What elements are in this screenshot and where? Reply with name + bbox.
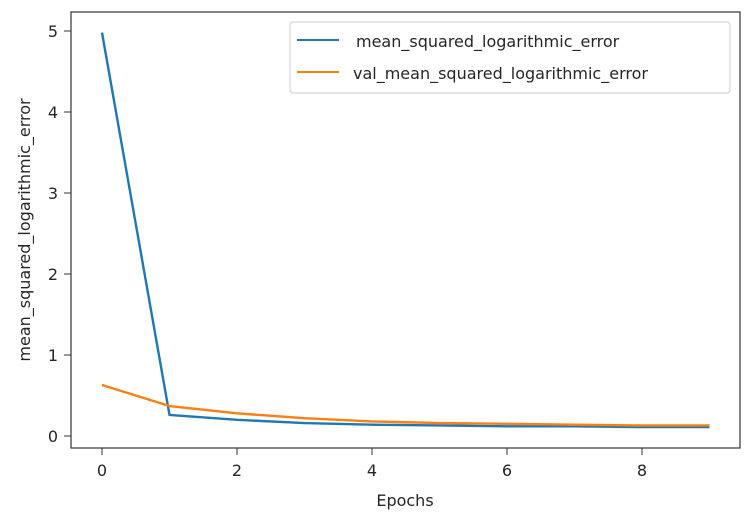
x-tick-label: 4 xyxy=(367,461,377,480)
legend: mean_squared_logarithmic_error val_mean_… xyxy=(289,21,731,94)
x-tick-label: 0 xyxy=(97,461,107,480)
series-line-1 xyxy=(101,383,710,427)
legend-box xyxy=(289,21,731,94)
legend-label-val: val_mean_squared_logarithmic_error xyxy=(353,64,648,84)
y-tick-label: 3 xyxy=(48,184,58,203)
series-line-0 xyxy=(100,32,710,429)
legend-label-train: mean_squared_logarithmic_error xyxy=(356,32,620,52)
y-axis-label: mean_squared_logarithmic_error xyxy=(15,98,35,362)
y-tick-label: 0 xyxy=(48,427,58,446)
x-axis-ticks: 0 2 4 6 8 xyxy=(97,448,647,480)
x-tick-label: 2 xyxy=(232,461,242,480)
y-tick-label: 4 xyxy=(48,103,58,122)
x-tick-label: 6 xyxy=(502,461,512,480)
y-tick-label: 2 xyxy=(48,265,58,284)
y-tick-label: 1 xyxy=(48,346,58,365)
plot-frame xyxy=(70,11,741,449)
plot-lines xyxy=(100,32,710,429)
y-axis-ticks: 0 1 2 3 4 5 xyxy=(48,22,71,446)
x-axis-label: Epochs xyxy=(376,491,433,510)
y-tick-label: 5 xyxy=(48,22,58,41)
x-tick-label: 8 xyxy=(637,461,647,480)
